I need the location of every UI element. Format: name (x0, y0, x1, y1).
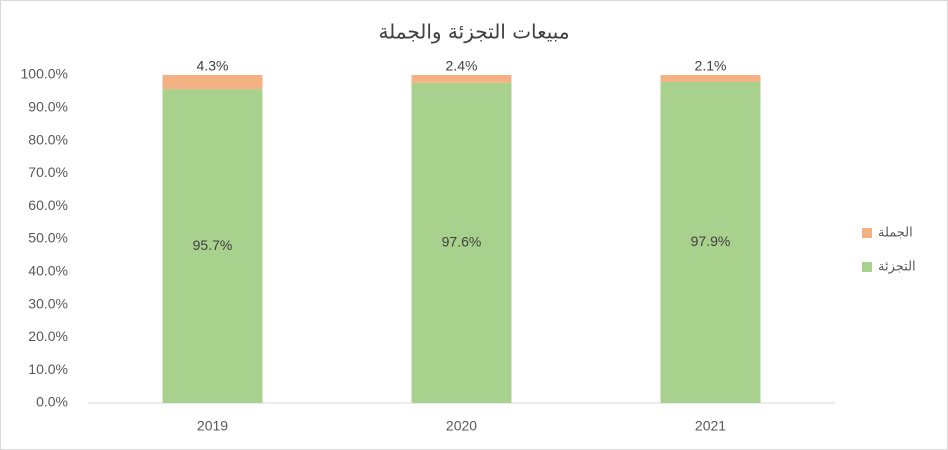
data-label: 2.4% (446, 58, 478, 74)
data-label: 4.3% (197, 58, 229, 74)
x-tick-label: 2019 (197, 418, 228, 434)
y-tick-label: 40.0% (28, 263, 68, 279)
data-label: 95.7% (193, 237, 233, 253)
data-label: 97.9% (691, 233, 731, 249)
y-tick-label: 90.0% (28, 99, 68, 115)
y-tick-label: 0.0% (36, 394, 68, 410)
y-tick-label: 70.0% (28, 164, 68, 180)
data-label: 97.6% (442, 234, 482, 250)
legend-label: التجزئة (878, 260, 916, 275)
y-tick-label: 20.0% (28, 328, 68, 344)
legend-swatch (862, 228, 872, 238)
bar-segment (411, 82, 512, 403)
bar-segment (162, 89, 263, 403)
bar-segment (411, 75, 512, 83)
x-tick-label: 2021 (695, 418, 726, 434)
y-tick-label: 100.0% (21, 66, 68, 82)
y-tick-label: 80.0% (28, 131, 68, 147)
data-label: 2.1% (695, 58, 727, 74)
chart-title: مبيعات التجزئة والجملة (378, 20, 569, 44)
legend-swatch (862, 262, 872, 272)
bar-segment (660, 75, 761, 82)
y-tick-label: 60.0% (28, 197, 68, 213)
y-tick-label: 50.0% (28, 230, 68, 246)
y-tick-label: 30.0% (28, 295, 68, 311)
legend-label: الجملة (878, 226, 913, 241)
x-tick-label: 2020 (446, 418, 477, 434)
y-tick-label: 10.0% (28, 361, 68, 377)
bar-segment (162, 75, 263, 90)
bar-segment (660, 81, 761, 403)
